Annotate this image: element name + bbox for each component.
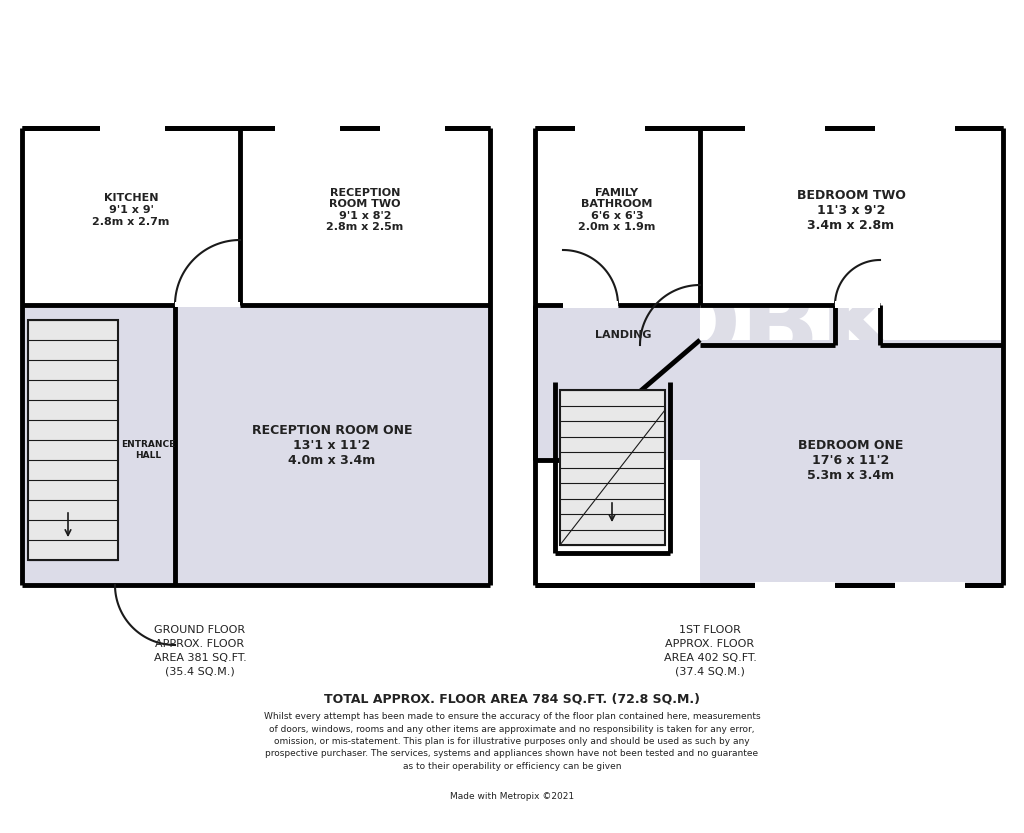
Bar — [835, 301, 880, 308]
Bar — [755, 582, 835, 588]
Bar — [100, 125, 165, 131]
Text: RECEPTION ROOM ONE
13'1 x 11'2
4.0m x 3.4m: RECEPTION ROOM ONE 13'1 x 11'2 4.0m x 3.… — [252, 423, 413, 466]
Bar — [175, 302, 240, 307]
Bar — [563, 301, 618, 308]
Bar — [700, 128, 1002, 305]
Text: FAMILY
BATHROOM
6'6 x 6'3
2.0m x 1.9m: FAMILY BATHROOM 6'6 x 6'3 2.0m x 1.9m — [579, 187, 655, 232]
Text: Made with Metropix ©2021: Made with Metropix ©2021 — [450, 792, 574, 801]
Text: ESTATE AGENTS: ESTATE AGENTS — [154, 418, 377, 442]
Bar — [535, 305, 700, 460]
Bar — [22, 305, 175, 585]
Text: Whilst every attempt has been made to ensure the accuracy of the floor plan cont: Whilst every attempt has been made to en… — [264, 712, 760, 771]
Bar — [700, 340, 1002, 585]
Bar — [175, 305, 490, 585]
Bar — [380, 125, 445, 131]
Bar — [560, 390, 665, 545]
Text: TOTAL APPROX. FLOOR AREA 784 SQ.FT. (72.8 SQ.M.): TOTAL APPROX. FLOOR AREA 784 SQ.FT. (72.… — [324, 693, 700, 706]
Bar — [275, 125, 340, 131]
Text: BEDROOM ONE
17'6 x 11'2
5.3m x 3.4m: BEDROOM ONE 17'6 x 11'2 5.3m x 3.4m — [799, 438, 904, 481]
Text: DBK: DBK — [654, 280, 901, 381]
Text: LANDING: LANDING — [595, 330, 651, 340]
Bar — [895, 582, 965, 588]
Bar — [745, 125, 825, 131]
Text: 1ST FLOOR
APPROX. FLOOR
AREA 402 SQ.FT.
(37.4 SQ.M.): 1ST FLOOR APPROX. FLOOR AREA 402 SQ.FT. … — [664, 625, 757, 677]
Bar — [22, 128, 240, 305]
Bar — [240, 128, 490, 305]
Bar — [575, 125, 645, 131]
Bar — [874, 125, 955, 131]
Text: BEDROOM TWO
11'3 x 9'2
3.4m x 2.8m: BEDROOM TWO 11'3 x 9'2 3.4m x 2.8m — [797, 188, 905, 232]
Text: DBK: DBK — [141, 280, 388, 381]
Bar — [535, 128, 700, 305]
Text: ENTRANCE
HALL: ENTRANCE HALL — [121, 441, 175, 460]
Text: ESTATE AGENTS: ESTATE AGENTS — [667, 418, 890, 442]
Bar — [28, 320, 118, 560]
Text: KITCHEN
9'1 x 9'
2.8m x 2.7m: KITCHEN 9'1 x 9' 2.8m x 2.7m — [92, 193, 170, 227]
Text: GROUND FLOOR
APPROX. FLOOR
AREA 381 SQ.FT.
(35.4 SQ.M.): GROUND FLOOR APPROX. FLOOR AREA 381 SQ.F… — [154, 625, 247, 677]
Text: RECEPTION
ROOM TWO
9'1 x 8'2
2.8m x 2.5m: RECEPTION ROOM TWO 9'1 x 8'2 2.8m x 2.5m — [327, 187, 403, 232]
